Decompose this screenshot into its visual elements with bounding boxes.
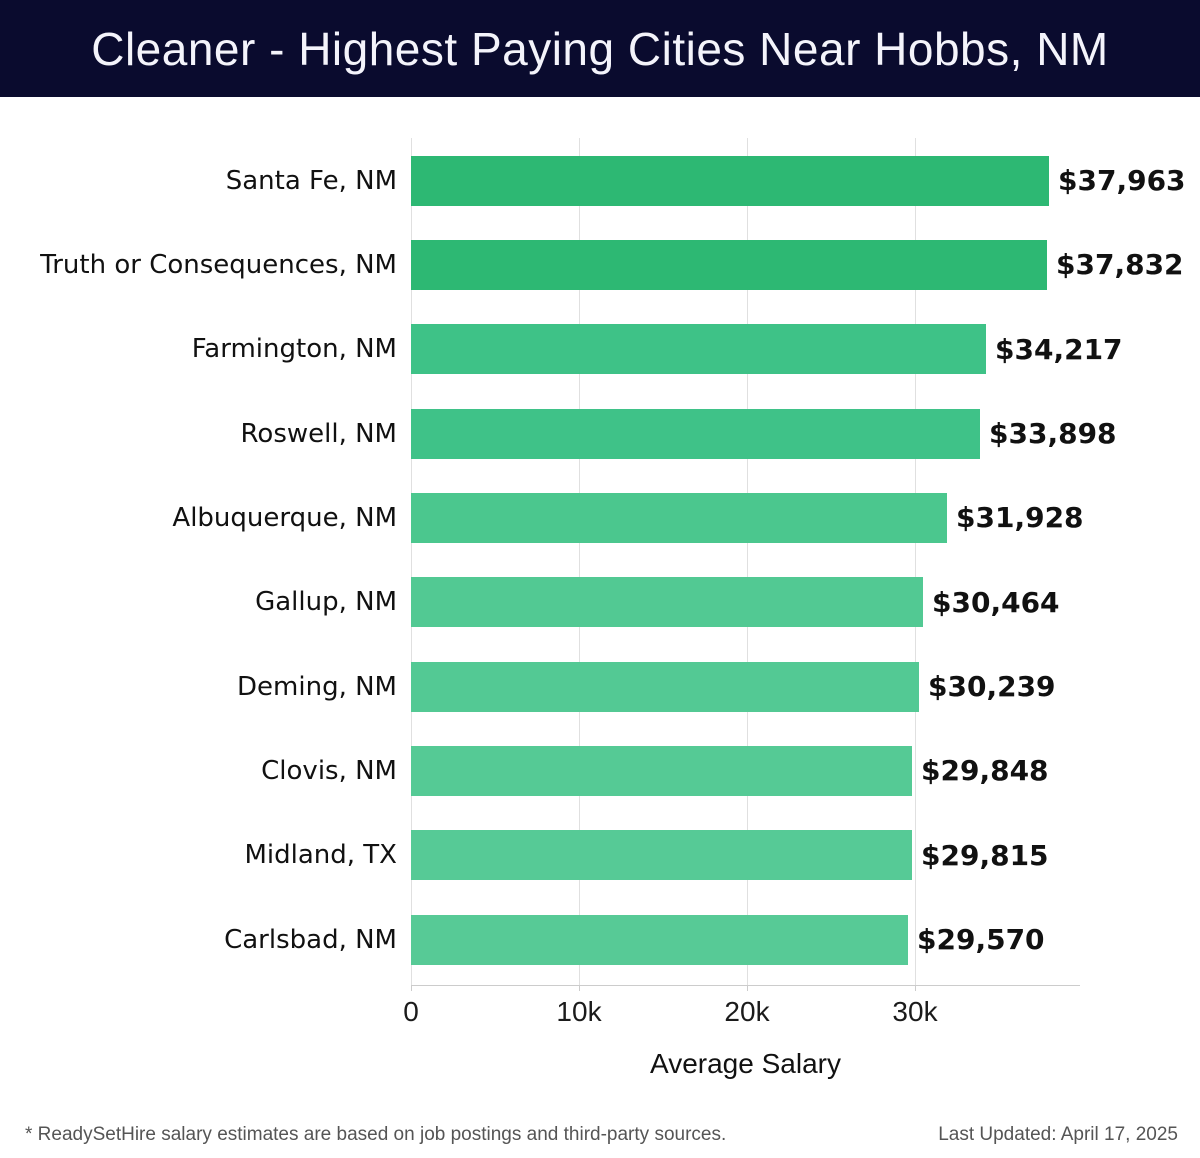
bar [411, 239, 1047, 290]
category-label: Albuquerque, NM [172, 502, 397, 533]
x-gridline [411, 138, 412, 985]
x-tick-mark [579, 985, 580, 991]
footer-last-updated: Last Updated: April 17, 2025 [938, 1124, 1178, 1145]
x-gridline [915, 138, 916, 985]
value-label: $30,239 [928, 670, 1056, 704]
bar [411, 745, 912, 796]
category-label: Santa Fe, NM [225, 165, 397, 196]
value-label: $30,464 [932, 585, 1060, 619]
bar [411, 914, 908, 965]
x-axis-title: Average Salary [650, 1048, 841, 1079]
bar [411, 577, 923, 628]
header-bar: Cleaner - Highest Paying Cities Near Hob… [0, 0, 1200, 97]
x-tick-label: 30k [892, 996, 938, 1027]
x-tick-mark [747, 985, 748, 991]
bar [411, 324, 986, 375]
category-label: Gallup, NM [255, 587, 397, 618]
category-label: Deming, NM [237, 671, 397, 702]
chart-title: Cleaner - Highest Paying Cities Near Hob… [91, 22, 1109, 75]
x-tick-label: 0 [403, 996, 419, 1027]
value-label: $37,963 [1058, 164, 1186, 197]
x-tick-label: 20k [724, 996, 770, 1027]
bar [411, 492, 947, 543]
value-label: $37,832 [1056, 248, 1184, 282]
x-tick-mark [915, 985, 916, 991]
category-label: Carlsbad, NM [224, 924, 397, 955]
value-label: $29,848 [921, 754, 1049, 788]
value-label: $29,570 [917, 923, 1045, 957]
x-axis-line [411, 985, 1080, 986]
x-tick-label: 10k [556, 996, 602, 1027]
category-label: Farmington, NM [191, 334, 397, 365]
x-gridline [579, 138, 580, 985]
bar [411, 830, 912, 881]
category-label: Roswell, NM [240, 418, 397, 449]
footer-disclaimer: * ReadySetHire salary estimates are base… [25, 1124, 727, 1145]
value-label: $34,217 [995, 332, 1123, 366]
value-label: $33,898 [989, 417, 1117, 451]
bar [411, 408, 980, 459]
bar [411, 155, 1049, 206]
x-gridline [747, 138, 748, 985]
category-label: Truth or Consequences, NM [40, 249, 397, 280]
category-label: Midland, TX [244, 840, 397, 871]
value-label: $31,928 [956, 501, 1084, 535]
x-tick-mark [411, 985, 412, 991]
bar [411, 661, 919, 712]
value-label: $29,815 [921, 838, 1049, 872]
category-label: Clovis, NM [261, 755, 397, 786]
